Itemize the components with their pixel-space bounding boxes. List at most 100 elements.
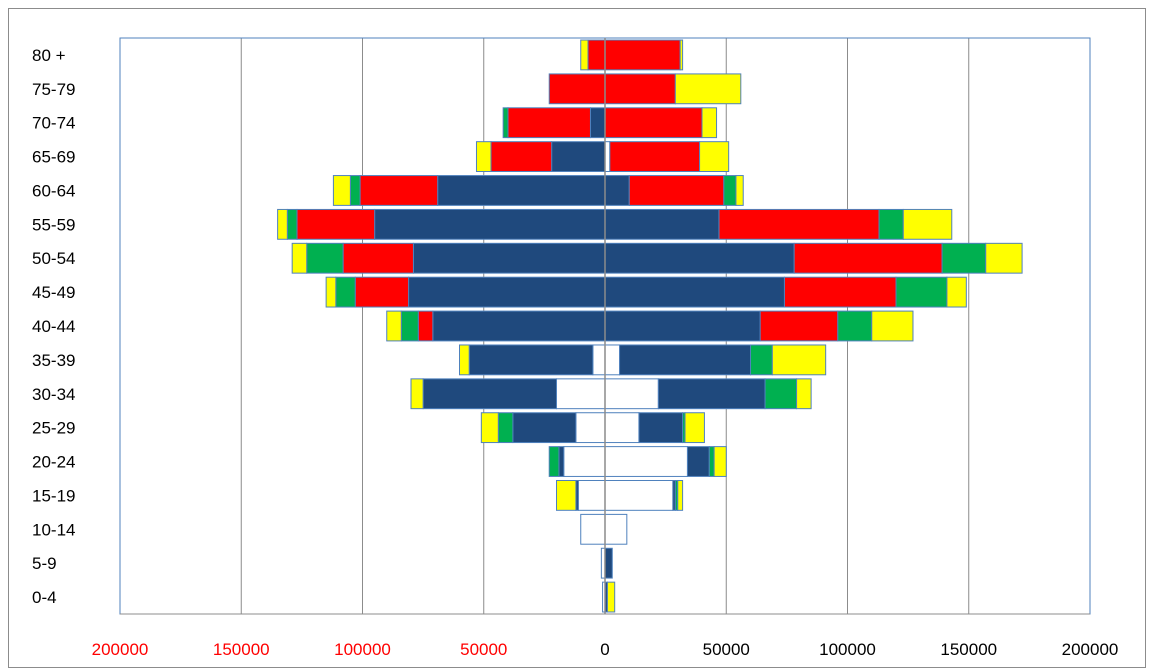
x-tick-label-left: 150000 — [213, 640, 270, 659]
y-tick-label: 65-69 — [32, 148, 75, 167]
y-tick-label: 80 + — [32, 46, 66, 65]
right-bar-35-39-green — [750, 344, 773, 376]
right-bar-80-red — [604, 39, 681, 71]
left-bar-25-29-blue — [512, 412, 577, 444]
right-bar-55-59-blue — [604, 208, 720, 240]
x-tick-label-left: 50000 — [460, 640, 507, 659]
right-bar-5-9-blue — [604, 547, 613, 579]
left-bar-55-59-blue — [374, 208, 606, 240]
right-bar-20-24-white — [604, 446, 688, 477]
left-bar-50-54-green — [306, 242, 344, 274]
right-bar-50-54-green — [941, 242, 987, 274]
left-bar-25-29-white — [575, 412, 606, 444]
right-bar-30-34-white — [604, 378, 659, 410]
right-bar-40-44-green — [837, 310, 873, 342]
left-bar-80-yellow — [580, 39, 589, 71]
left-bar-40-44-yellow — [386, 310, 402, 342]
y-tick-label: 75-79 — [32, 80, 75, 99]
left-bar-20-24-blue — [558, 446, 565, 477]
left-bar-50-54-yellow — [291, 242, 308, 274]
left-bar-60-64-blue — [437, 175, 606, 206]
right-bar-70-74-red — [604, 107, 703, 139]
y-tick-label: 15-19 — [32, 486, 75, 505]
y-tick-label: 5-9 — [32, 554, 57, 573]
y-tick-label: 45-49 — [32, 283, 75, 302]
left-bar-70-74-blue — [589, 107, 606, 139]
x-tick-label-right: 0 — [600, 640, 609, 659]
y-tick-label: 20-24 — [32, 453, 75, 472]
left-bar-50-54-blue — [412, 242, 606, 274]
x-tick-label-right: 200000 — [1062, 640, 1119, 659]
right-bar-80-yellow — [679, 39, 684, 71]
right-bar-60-64-yellow — [735, 175, 744, 206]
left-bar-15-19-yellow — [556, 480, 577, 511]
left-bar-20-24-white — [563, 446, 606, 477]
right-bar-40-44-red — [759, 310, 839, 342]
y-tick-label: 55-59 — [32, 215, 75, 234]
right-bar-20-24-blue — [686, 446, 710, 477]
left-bar-60-64-yellow — [332, 175, 351, 206]
left-bar-25-29-green — [497, 412, 514, 444]
right-bar-40-44-blue — [604, 310, 761, 342]
left-bar-35-39-blue — [468, 344, 594, 376]
x-tick-label-right: 50000 — [703, 640, 750, 659]
y-tick-label: 40-44 — [32, 317, 75, 336]
left-bar-30-34-yellow — [410, 378, 424, 410]
left-bar-65-69-blue — [551, 141, 606, 172]
right-bar-25-29-blue — [638, 412, 684, 444]
right-bar-0-4-yellow — [606, 581, 616, 613]
right-bar-35-39-white — [604, 344, 621, 376]
right-bar-75-79-yellow — [674, 73, 742, 105]
left-bar-30-34-blue — [422, 378, 557, 410]
left-bar-45-49-red — [354, 276, 410, 308]
y-axis-labels: 0-4 5-9 10-14 15-19 20-24 25-29 30-34 35-39 40-4… — [32, 46, 75, 607]
right-bar-50-54-red — [793, 242, 943, 274]
left-bar-40-44-blue — [432, 310, 606, 342]
y-tick-label: 50-54 — [32, 249, 75, 268]
left-bar-65-69-yellow — [475, 141, 492, 172]
right-bar-10-14-white — [604, 513, 628, 545]
right-bar-50-54-blue — [604, 242, 795, 274]
y-tick-label: 35-39 — [32, 351, 75, 370]
left-bar-40-44-red — [417, 310, 434, 342]
right-bar-20-24-green — [708, 446, 715, 477]
right-bar-45-49-green — [895, 276, 948, 308]
y-tick-label: 70-74 — [32, 114, 75, 133]
y-tick-label: 0-4 — [32, 588, 57, 607]
right-bar-60-64-blue — [604, 175, 630, 206]
y-tick-label: 10-14 — [32, 520, 75, 539]
right-bar-45-49-red — [783, 276, 897, 308]
right-bar-70-74-yellow — [701, 107, 718, 139]
left-bar-55-59-red — [296, 208, 376, 240]
left-bar-80-red — [587, 39, 606, 71]
right-bar-65-69-yellow — [699, 141, 730, 172]
x-tick-label-right: 150000 — [940, 640, 997, 659]
left-bar-70-74-green — [502, 107, 509, 139]
left-bar-35-39-yellow — [459, 344, 470, 376]
y-tick-label: 60-64 — [32, 181, 75, 200]
right-bar-30-34-green — [764, 378, 798, 410]
right-bar-15-19-white — [604, 480, 674, 511]
left-bar-60-64-green — [349, 175, 361, 206]
x-tick-label-right: 100000 — [819, 640, 876, 659]
right-bar-40-44-yellow — [871, 310, 914, 342]
left-bar-45-49-blue — [408, 276, 606, 308]
right-bar-25-29-yellow — [684, 412, 705, 444]
right-bar-45-49-blue — [604, 276, 785, 308]
right-bar-35-39-yellow — [771, 344, 827, 376]
right-bar-75-79-red — [604, 73, 676, 105]
left-bar-55-59-green — [286, 208, 298, 240]
left-bar-45-49-yellow — [325, 276, 337, 308]
left-bar-60-64-red — [359, 175, 439, 206]
bars — [277, 39, 1023, 613]
left-bar-15-19-white — [577, 480, 606, 511]
left-bar-30-34-white — [556, 378, 606, 410]
y-tick-label: 25-29 — [32, 419, 75, 438]
left-bar-55-59-yellow — [277, 208, 288, 240]
y-tick-label: 30-34 — [32, 385, 75, 404]
right-bar-30-34-blue — [657, 378, 766, 410]
left-bar-20-24-green — [548, 446, 560, 477]
left-bar-75-79-red — [548, 73, 606, 105]
right-bar-55-59-green — [878, 208, 904, 240]
